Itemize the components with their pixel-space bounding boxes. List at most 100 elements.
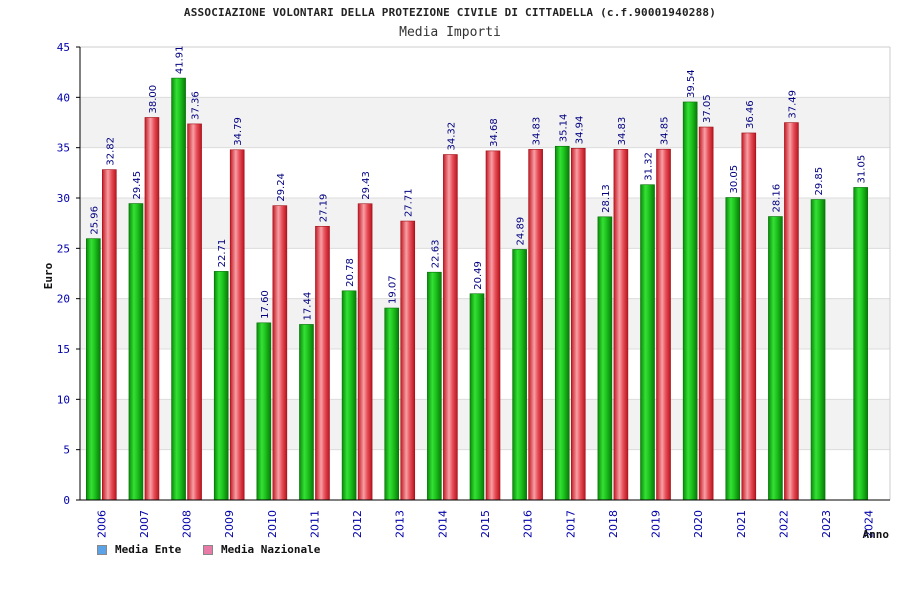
bar-media-nazionale (485, 150, 501, 501)
x-tick-label: 2020 (692, 510, 705, 538)
x-tick-label: 2008 (181, 510, 194, 538)
data-label: 22.63 (430, 240, 441, 269)
bar-media-nazionale (784, 122, 799, 501)
bar-media-ente (725, 197, 741, 501)
bar-media-ente (299, 324, 314, 501)
data-label: 24.89 (516, 217, 527, 246)
x-tick-label: 2012 (351, 510, 364, 538)
data-label: 25.96 (89, 206, 100, 235)
bar-media-nazionale (187, 123, 202, 501)
data-label: 34.94 (574, 116, 585, 145)
data-label: 20.78 (345, 258, 356, 287)
bar-media-ente (597, 216, 613, 501)
data-label: 29.43 (361, 171, 372, 200)
data-label: 37.36 (191, 91, 202, 120)
bar-media-ente (427, 271, 442, 501)
data-label: 38.00 (148, 85, 159, 114)
data-label: 31.05 (857, 155, 868, 184)
bar-media-ente (512, 249, 527, 501)
bar-media-ente (640, 184, 655, 501)
data-label: 34.32 (446, 122, 457, 151)
bar-media-ente (341, 290, 357, 501)
data-label: 34.83 (617, 117, 628, 146)
data-label: 31.32 (644, 152, 655, 181)
x-tick-label: 2011 (308, 510, 321, 538)
x-tick-label: 2017 (564, 510, 577, 538)
x-axis-title: Anno (863, 528, 890, 541)
legend-label-media-ente: Media Ente (115, 543, 182, 556)
data-label: 27.19 (318, 194, 329, 223)
bar-media-ente (384, 307, 400, 501)
bars (86, 77, 868, 501)
legend-swatch-media-nazionale (203, 544, 213, 555)
data-label: 28.13 (601, 184, 612, 213)
x-tick-label: 2018 (607, 510, 620, 538)
data-label: 27.71 (404, 188, 415, 217)
bar-media-nazionale (229, 149, 245, 501)
y-tick-label: 15 (57, 343, 70, 356)
bar-media-nazionale (400, 220, 416, 501)
data-label: 34.85 (660, 117, 671, 146)
y-tick-label: 40 (57, 91, 70, 104)
y-tick-label: 25 (57, 242, 70, 255)
y-tick-label: 0 (63, 494, 70, 507)
bar-media-ente (810, 199, 826, 501)
data-label: 41.91 (175, 45, 186, 74)
y-tick-label: 45 (57, 41, 70, 54)
axes (76, 46, 891, 501)
bar-media-nazionale (272, 205, 288, 501)
bar-media-ente (171, 77, 186, 501)
data-label: 32.82 (105, 137, 116, 166)
bar-media-nazionale (102, 169, 117, 501)
bar-media-ente (554, 145, 570, 501)
bar-media-nazionale (443, 154, 458, 501)
bar-media-ente (853, 187, 868, 501)
legend-label-media-nazionale: Media Nazionale (221, 543, 321, 556)
data-label: 36.46 (745, 100, 756, 129)
legend-item-media-ente: Media Ente (97, 543, 181, 556)
data-label: 17.44 (302, 292, 313, 321)
data-label: 20.49 (473, 261, 484, 290)
legend-swatch-media-ente (97, 544, 107, 555)
y-axis-title: Euro (42, 262, 55, 289)
bar-media-nazionale (144, 117, 160, 501)
y-tick-label: 30 (57, 192, 70, 205)
y-tick-label: 10 (57, 393, 70, 406)
y-tick-label: 5 (63, 444, 70, 457)
bar-media-nazionale (528, 149, 543, 501)
x-tick-label: 2024 (863, 510, 876, 538)
x-tick-label: 2014 (436, 510, 449, 538)
data-label: 29.85 (814, 167, 825, 196)
data-label: 22.71 (217, 239, 228, 268)
bar-media-nazionale (656, 148, 671, 501)
chart-subtitle: Media Importi (399, 25, 501, 40)
data-label: 28.16 (771, 184, 782, 213)
data-label: 29.24 (276, 173, 287, 202)
x-tick-label: 2021 (735, 510, 748, 538)
bar-media-nazionale (698, 126, 714, 501)
x-tick-label: 2016 (522, 510, 535, 538)
bar-media-ente (682, 101, 698, 501)
legend-item-media-nazionale: Media Nazionale (203, 543, 320, 556)
bar-media-ente (256, 322, 272, 501)
bar-media-nazionale (357, 203, 373, 501)
bar-media-nazionale (741, 132, 757, 501)
data-label: 34.68 (489, 118, 500, 147)
bar-media-nazionale (613, 149, 629, 501)
data-label: 37.05 (702, 94, 713, 123)
data-label: 39.54 (686, 69, 697, 98)
data-label: 29.45 (132, 171, 143, 200)
data-label: 17.60 (260, 290, 271, 319)
chart-title: ASSOCIAZIONE VOLONTARI DELLA PROTEZIONE … (183, 6, 717, 19)
bar-media-ente (469, 293, 485, 501)
x-tick-label: 2019 (650, 510, 663, 538)
bar-media-ente (213, 271, 229, 501)
bar-media-ente (768, 216, 783, 501)
x-tick-label: 2006 (95, 510, 108, 538)
data-label: 30.05 (729, 165, 740, 194)
x-tick-label: 2010 (266, 510, 279, 538)
data-label: 37.49 (787, 90, 798, 119)
labels: 0 5 10 15 20 25 30 35 40 45 25.96 32.82 2006 29.45 38.… (42, 41, 889, 541)
bar-media-nazionale (570, 147, 586, 501)
